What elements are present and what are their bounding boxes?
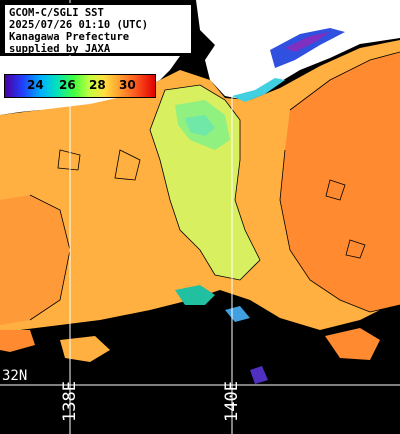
caption-box: GCOM-C/SGLI SST 2025/07/26 01:10 (UTC) K…	[3, 3, 193, 55]
sst-hot-region	[280, 52, 400, 312]
caption-sensor: GCOM-C/SGLI SST	[9, 7, 104, 19]
latitude-label: 32N	[2, 368, 28, 384]
sst-speckle	[250, 366, 268, 384]
sst-cold-coast	[285, 32, 330, 52]
nodata-cloud-mask	[0, 298, 400, 434]
sst-speckle	[175, 285, 215, 305]
sst-speckle	[225, 306, 250, 322]
colorbar-tick: 30	[119, 78, 136, 92]
sst-cold-coast	[270, 28, 345, 68]
sst-speckle	[60, 336, 110, 362]
sst-cooler-region	[185, 115, 215, 136]
caption-datetime: 2025/07/26 01:10 (UTC)	[9, 19, 149, 31]
colorbar-tick: 24	[27, 78, 44, 92]
caption-region: Kanagawa Prefecture	[9, 31, 130, 43]
sst-colorbar: 24 26 28 30	[4, 74, 156, 98]
sst-speckle	[325, 328, 380, 360]
longitude-label-138e: 138E	[60, 381, 80, 422]
longitude-label-140e: 140E	[222, 381, 242, 422]
sst-hot-region	[0, 195, 70, 325]
sst-cold-coast	[232, 78, 285, 102]
colorbar-tick: 28	[89, 78, 106, 92]
colorbar-tick: 26	[59, 78, 76, 92]
caption-credit: supplied by JAXA	[9, 43, 111, 55]
sst-speckle	[0, 330, 35, 352]
